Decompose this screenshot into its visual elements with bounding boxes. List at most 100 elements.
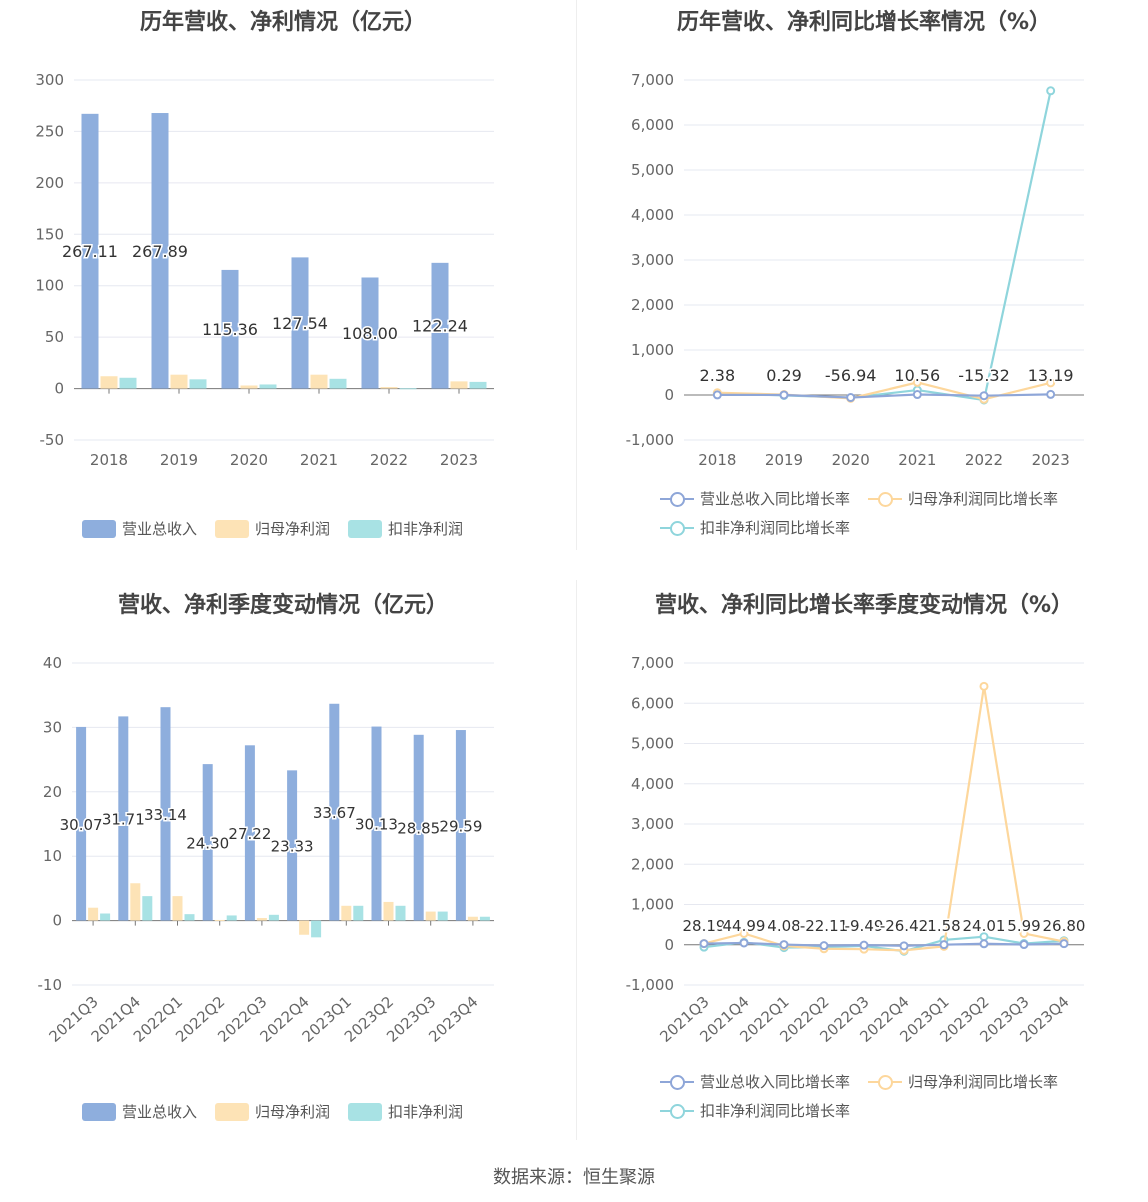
data-point (739, 928, 749, 938)
chart-title: 营收、净利季度变动情况（亿元） (117, 593, 448, 618)
bar-parent-net (341, 905, 352, 921)
legend-label: 扣非净利润 (388, 520, 464, 538)
legend-item-revenue-growth[interactable]: 营业总收入同比增长率 (660, 1071, 850, 1092)
data-label: 10.56 (894, 366, 940, 385)
bar-deducted-net (329, 378, 347, 389)
bar-parent-net (380, 387, 398, 389)
chart-panel-quarterly-bars: 营收、净利季度变动情况（亿元） -10 0 10 20 30 40 2021Q3 2021Q4… (0, 583, 566, 1143)
data-point (779, 940, 789, 950)
divider-bottom (576, 580, 577, 1140)
data-label: 30.07 (60, 816, 103, 834)
data-label: 122.24 (412, 317, 468, 336)
y-tick-label: 30 (43, 718, 62, 736)
data-point (859, 940, 869, 950)
y-tick-label: 5,000 (631, 161, 674, 179)
series-line-revenue (717, 393, 1051, 399)
bar-revenue (221, 269, 239, 389)
legend-item-revenue[interactable]: 营业总收入 (82, 518, 197, 539)
legend-label: 营业总收入同比增长率 (700, 490, 851, 508)
y-tick-label: 0 (52, 912, 62, 930)
data-label: -15.32 (958, 366, 1010, 385)
bar-deducted-net (259, 384, 277, 389)
y-tick-label: 1,000 (631, 341, 674, 359)
series-line-deducted-net (717, 90, 1052, 402)
chart-svg-yearly-growth: -1,000 0 1,000 2,000 3,000 4,000 5,000 6,000 7,0… (626, 71, 1084, 469)
chart-panel-quarterly-growth: 营收、净利同比增长率季度变动情况（%） -1,000 0 1,000 2,000 3,0… (580, 583, 1148, 1143)
data-label: 30.13 (355, 816, 398, 834)
bar-parent-net (130, 883, 141, 921)
legend-swatch-deducted-net (348, 1102, 383, 1121)
bar-revenue (371, 726, 382, 921)
bar-deducted-net (100, 913, 111, 921)
data-point (912, 377, 922, 387)
x-tick-label: 2019 (160, 451, 198, 469)
legend-swatch-deducted-growth (660, 519, 694, 537)
series-line-deducted-net (703, 935, 1065, 953)
data-label: -26.42 (880, 917, 928, 935)
legend-item-revenue[interactable]: 营业总收入 (82, 1101, 197, 1122)
x-tick-label: 2022 (965, 451, 1003, 469)
data-label: 26.80 (1043, 917, 1086, 935)
legend: 营业总收入同比增长率 归母净利润同比增长率 扣非净利润同比增长率 (660, 1071, 1130, 1121)
bar-parent-net (383, 901, 394, 921)
data-label: 27.22 (228, 825, 271, 843)
data-point (699, 939, 709, 949)
y-tick-label: 0 (54, 380, 64, 398)
y-tick-label: 5,000 (631, 735, 674, 753)
legend-label: 归母净利润 (255, 520, 331, 538)
legend-swatch-parent-growth (868, 1073, 903, 1091)
chart-title: 历年营收、净利情况（亿元） (139, 10, 426, 35)
legend-item-parent-growth[interactable]: 归母净利润同比增长率 (868, 1071, 1058, 1092)
data-label: 13.19 (1028, 366, 1074, 385)
divider-top (576, 0, 577, 550)
legend-label: 归母净利润 (255, 1103, 331, 1121)
legend-swatch-revenue-growth (660, 1073, 694, 1091)
bar-revenue (413, 734, 424, 921)
legend-item-deducted-growth[interactable]: 扣非净利润同比增长率 (660, 1100, 850, 1121)
legend-item-parent-growth[interactable]: 归母净利润同比增长率 (868, 488, 1058, 509)
bar-deducted-net (395, 905, 406, 921)
data-point (846, 393, 856, 403)
bar-deducted-net (469, 381, 487, 389)
legend-item-deducted-net[interactable]: 扣非净利润 (348, 518, 463, 539)
chart-svg-yearly-bars: -50 0 50 100 150 200 250 300 2018 2019 2020 2021 202… (35, 71, 494, 469)
bar-parent-net (450, 381, 468, 389)
bar-revenue (287, 770, 298, 921)
bar-deducted-net (479, 916, 490, 921)
legend-item-parent-net[interactable]: 归母净利润 (215, 1101, 330, 1122)
data-label: 33.67 (313, 804, 356, 822)
bar-revenue (455, 730, 466, 921)
legend-swatch-revenue (82, 519, 116, 538)
legend-item-deducted-growth[interactable]: 扣非净利润同比增长率 (660, 517, 850, 538)
data-point (1046, 378, 1056, 388)
y-tick-label: 150 (35, 225, 64, 243)
legend-item-deducted-net[interactable]: 扣非净利润 (348, 1101, 463, 1122)
y-tick-label: 2,000 (631, 855, 674, 873)
chart-panel-yearly-growth: 历年营收、净利同比增长率情况（%） -1,000 0 1,000 2,000 3,000… (580, 0, 1148, 560)
y-tick-label: 100 (35, 277, 64, 295)
data-label: -9.49 (845, 917, 884, 935)
chart-svg-quarterly-bars: -100102030402021Q32021Q42022Q12022Q22022… (38, 654, 494, 1046)
y-tick-label: 6,000 (631, 116, 674, 134)
y-tick-label: -1,000 (626, 431, 674, 449)
chart-title: 营收、净利同比增长率季度变动情况（%） (654, 593, 1074, 618)
y-tick-label: 0 (664, 386, 674, 404)
bar-deducted-net (226, 915, 237, 921)
y-tick-label: 6,000 (631, 694, 674, 712)
bar-revenue (202, 764, 213, 921)
y-tick-label: 7,000 (631, 654, 674, 672)
legend: 营业总收入 归母净利润 扣非净利润 (82, 518, 463, 539)
x-tick-label: 2019 (765, 451, 803, 469)
data-point (1046, 389, 1056, 399)
data-point (1019, 940, 1029, 950)
y-tick-label: 1,000 (631, 896, 674, 914)
y-tick-label: 7,000 (631, 71, 674, 89)
bar-deducted-net (437, 911, 448, 921)
data-label: 33.14 (144, 806, 187, 824)
data-label: 28.19 (683, 917, 726, 935)
legend-label: 营业总收入同比增长率 (700, 1073, 851, 1091)
legend-swatch-parent-growth (868, 490, 903, 508)
bar-deducted-net (189, 379, 207, 389)
legend-item-parent-net[interactable]: 归母净利润 (215, 518, 330, 539)
legend-item-revenue-growth[interactable]: 营业总收入同比增长率 (660, 488, 850, 509)
